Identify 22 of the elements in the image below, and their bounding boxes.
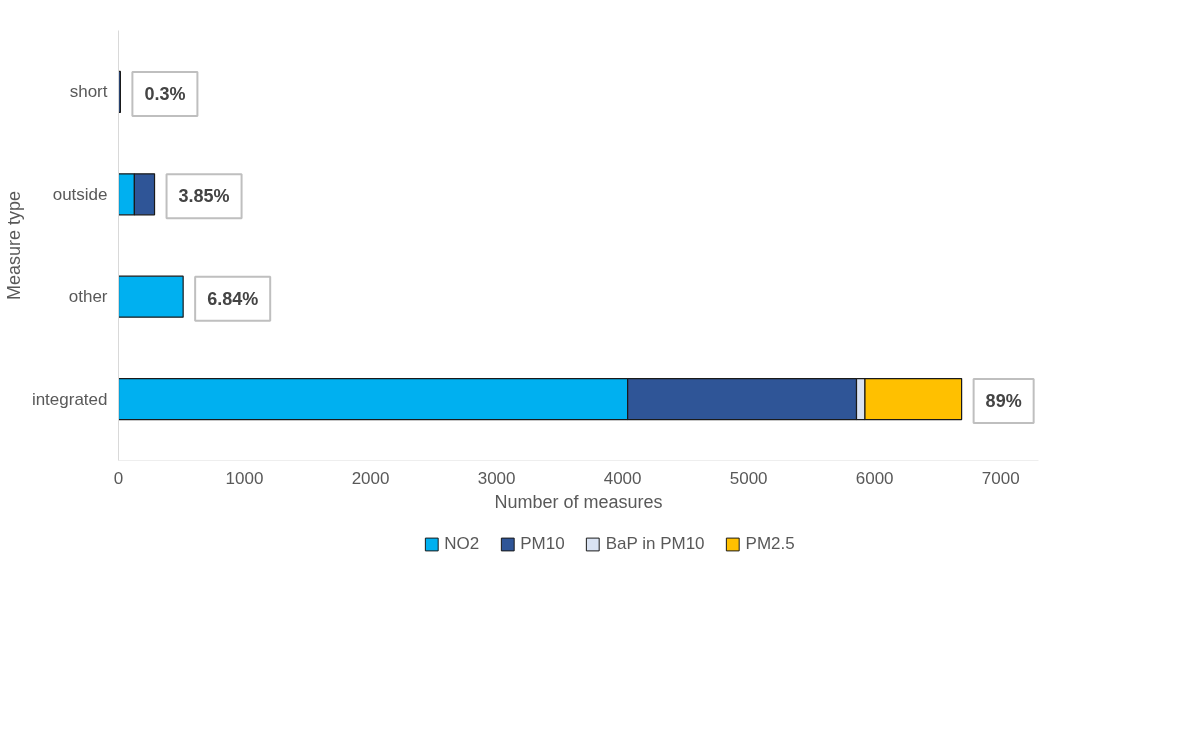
annotation: 0.3%: [144, 83, 186, 104]
x-tick-label: 5000: [729, 468, 768, 488]
x-tick-label: 6000: [855, 468, 894, 488]
legend-label: PM10: [520, 534, 565, 554]
x-axis-title: Number of measures: [494, 491, 663, 512]
x-tick-label: 7000: [981, 468, 1020, 488]
legend-label: PM2.5: [745, 534, 795, 554]
annotation: 3.85%: [178, 186, 230, 207]
annotation: 6.84%: [207, 288, 259, 309]
y-tick-label: outside: [52, 184, 108, 204]
y-tick-label: short: [69, 82, 108, 102]
x-tick-label: 1000: [225, 468, 264, 488]
y-tick-label: other: [68, 287, 108, 307]
x-tick-label: 0: [113, 468, 124, 488]
legend-label: NO2: [444, 534, 480, 554]
x-tick-label: 2000: [351, 468, 390, 488]
y-tick-label: integrated: [31, 389, 108, 409]
legend-label: BaP in PM10: [605, 534, 705, 554]
x-tick-label: 4000: [603, 468, 642, 488]
x-tick-label: 3000: [477, 468, 516, 488]
annotation: 89%: [985, 391, 1022, 412]
y-axis-title: Measure type: [3, 190, 24, 301]
